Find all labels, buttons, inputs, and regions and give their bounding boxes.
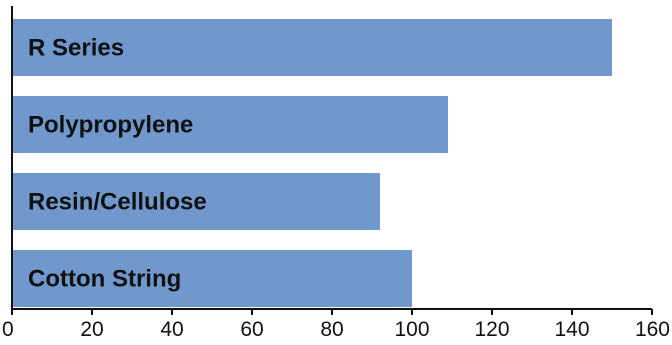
bar-label: R Series (28, 35, 124, 62)
x-tick-label: 20 (80, 318, 103, 341)
x-tick-label: 80 (320, 318, 343, 341)
x-tick-label: 120 (474, 318, 509, 341)
x-tick-label: 60 (240, 318, 263, 341)
x-tick-label: 0 (2, 318, 14, 341)
x-tick-label: 100 (394, 318, 429, 341)
bar-r-series (12, 19, 612, 76)
bars-group: R Series Polypropylene Resin/Cellulose Cott… (12, 19, 612, 307)
x-tick-label: 40 (160, 318, 183, 341)
x-tick-label: 160 (635, 318, 670, 341)
x-tick-label: 140 (554, 318, 589, 341)
bar-label: Resin/Cellulose (28, 189, 207, 216)
bar-label: Polypropylene (28, 112, 193, 139)
bar-label: Cotton String (28, 266, 181, 293)
x-ticks-group: 0 20 40 60 80 100 120 140 160 (2, 309, 670, 341)
bar-cotton-string (12, 250, 412, 307)
bar-polypropylene (12, 96, 448, 153)
bar-resin-cellulose (12, 173, 380, 230)
